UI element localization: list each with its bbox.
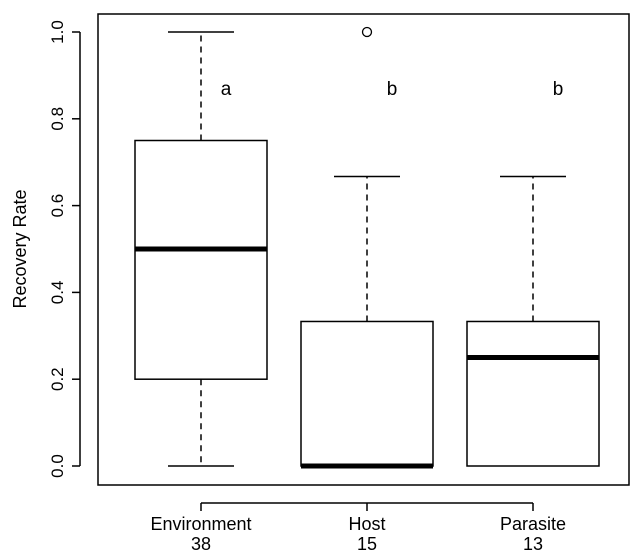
y-tick-label: 0.8 <box>48 107 67 131</box>
sample-size-label: 15 <box>357 534 377 554</box>
plot-frame <box>97 13 630 486</box>
significance-letter: b <box>387 79 398 100</box>
iqr-box <box>134 139 268 380</box>
y-tick-label: 0.0 <box>48 454 67 478</box>
box-host: b <box>300 26 434 469</box>
y-axis: 0.0 0.2 0.4 0.6 0.8 1.0 <box>48 20 81 478</box>
y-tick-label: 0.6 <box>48 194 67 218</box>
y-tick-label: 1.0 <box>48 20 67 44</box>
y-axis-label: Recovery Rate <box>10 189 30 308</box>
x-tick-label: Parasite <box>500 514 566 534</box>
y-tick-label: 0.2 <box>48 367 67 391</box>
x-tick-label: Host <box>348 514 385 534</box>
iqr-box <box>300 320 434 467</box>
significance-letter: b <box>553 79 564 100</box>
box-environment: a <box>134 31 268 467</box>
iqr-box <box>466 320 600 467</box>
outlier-point <box>361 26 373 38</box>
x-tick-label: Environment <box>150 514 251 534</box>
significance-letter: a <box>221 79 232 100</box>
sample-size-label: 13 <box>523 534 543 554</box>
sample-size-label: 38 <box>191 534 211 554</box>
box-parasite: b <box>466 79 600 467</box>
y-tick-label: 0.4 <box>48 281 67 305</box>
